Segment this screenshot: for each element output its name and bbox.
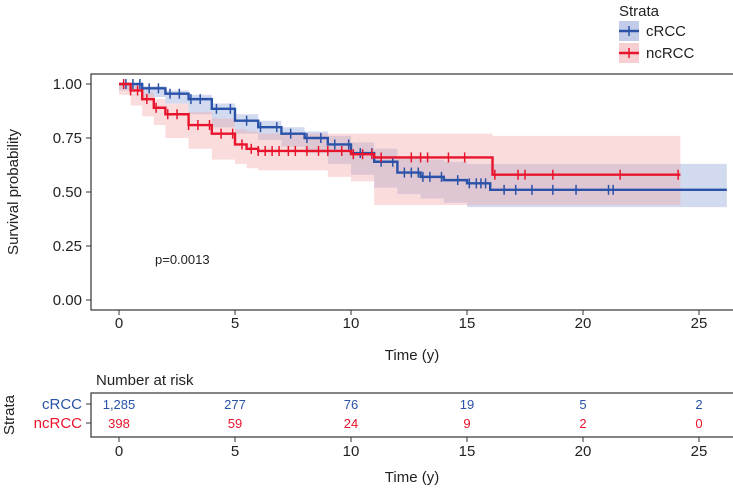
x-tick-label: 5 bbox=[231, 443, 239, 460]
x-tick-label: 15 bbox=[459, 443, 476, 460]
x-tick-label: 0 bbox=[115, 315, 123, 332]
x-tick-label: 0 bbox=[115, 443, 123, 460]
survival-curve-ncRCC bbox=[119, 82, 681, 176]
risk-count: 19 bbox=[460, 397, 474, 412]
y-tick-label: 0.25 bbox=[53, 238, 82, 255]
risk-count: 398 bbox=[108, 416, 130, 431]
y-tick-label: 1.00 bbox=[53, 76, 82, 93]
survival-curve-cRCC bbox=[119, 82, 727, 192]
y-tick-label: 0.50 bbox=[53, 184, 82, 201]
x-tick-label: 20 bbox=[575, 315, 592, 332]
y-tick-label: 0.00 bbox=[53, 292, 82, 309]
legend-label-cRCC: cRCC bbox=[646, 23, 686, 40]
risk-count: 24 bbox=[344, 416, 358, 431]
risk-table-x-label: Time (y) bbox=[385, 469, 439, 486]
x-tick-label: 20 bbox=[575, 443, 592, 460]
legend-title: Strata bbox=[619, 3, 660, 20]
plot-panel bbox=[90, 73, 733, 311]
risk-table-title: Number at risk bbox=[96, 372, 194, 389]
legend-label-ncRCC: ncRCC bbox=[646, 45, 695, 62]
risk-count: 59 bbox=[228, 416, 242, 431]
risk-count: 0 bbox=[695, 416, 702, 431]
risk-count: 76 bbox=[344, 397, 358, 412]
risk-table-panel bbox=[90, 392, 733, 438]
p-value-annotation: p=0.0013 bbox=[155, 252, 210, 267]
y-axis-label: Survival probability bbox=[5, 129, 22, 255]
x-tick-label: 25 bbox=[691, 315, 708, 332]
x-tick-label: 10 bbox=[343, 443, 360, 460]
ci-band-cRCC bbox=[119, 84, 727, 208]
risk-row-label-ncRCC: ncRCC bbox=[34, 415, 83, 432]
risk-count: 2 bbox=[695, 397, 702, 412]
risk-count: 9 bbox=[463, 416, 470, 431]
y-tick-label: 0.75 bbox=[53, 130, 82, 147]
risk-row-label-cRCC: cRCC bbox=[42, 396, 82, 413]
x-tick-label: 10 bbox=[343, 315, 360, 332]
x-tick-label: 15 bbox=[459, 315, 476, 332]
risk-count: 5 bbox=[579, 397, 586, 412]
risk-table-y-label: Strata bbox=[1, 394, 18, 435]
x-tick-label: 25 bbox=[691, 443, 708, 460]
legend: Strata cRCC ncRCC bbox=[619, 3, 695, 63]
risk-count: 2 bbox=[579, 416, 586, 431]
risk-count: 277 bbox=[224, 397, 246, 412]
x-axis-label: Time (y) bbox=[385, 347, 439, 364]
x-tick-label: 5 bbox=[231, 315, 239, 332]
risk-count: 1,285 bbox=[103, 397, 136, 412]
